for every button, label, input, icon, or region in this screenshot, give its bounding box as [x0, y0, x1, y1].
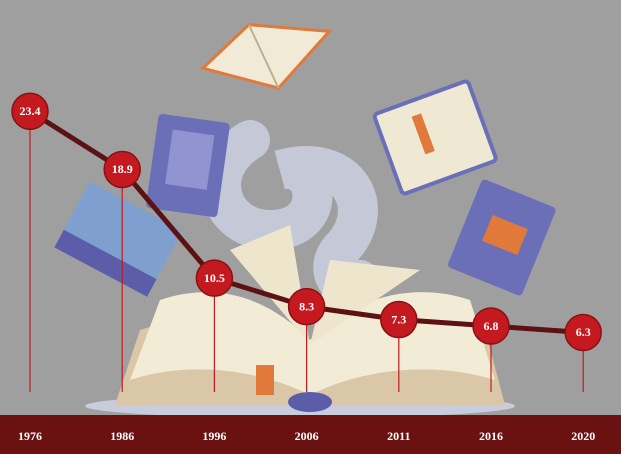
x-tick-label: 1996: [202, 429, 226, 443]
point-marker: [103, 150, 141, 189]
book: [55, 182, 181, 296]
point-marker: [287, 287, 326, 326]
book-spine: [54, 229, 157, 297]
point-marker: [380, 300, 418, 339]
book: [372, 79, 498, 196]
book-spine: [288, 392, 332, 412]
value-label: 7.3: [391, 312, 406, 326]
value-label: 6.3: [576, 325, 591, 339]
year-bar: [0, 415, 621, 454]
value-label: 6.8: [484, 319, 499, 333]
book-cover: [165, 129, 215, 190]
value-label: 23.4: [20, 104, 41, 118]
x-tick-label: 1986: [110, 429, 134, 443]
value-label: 18.9: [112, 162, 133, 176]
x-tick-label: 2020: [571, 429, 595, 443]
point-marker: [472, 307, 510, 345]
x-tick-label: 1976: [18, 429, 42, 443]
illustration: [54, 23, 556, 418]
point-marker: [564, 313, 602, 352]
swirl: [201, 120, 380, 308]
value-label: 10.5: [204, 271, 225, 285]
value-label: 8.3: [299, 299, 314, 313]
point-marker: [195, 259, 234, 297]
book-label: [482, 214, 528, 256]
x-tick-label: 2011: [387, 429, 410, 443]
flying-pages: [230, 225, 420, 345]
bookmark: [411, 113, 435, 155]
point-marker: [11, 92, 49, 131]
bookmark: [256, 365, 274, 395]
x-tick-label: 2006: [295, 429, 319, 443]
x-tick-label: 2016: [479, 429, 503, 443]
book-top: [199, 23, 333, 90]
